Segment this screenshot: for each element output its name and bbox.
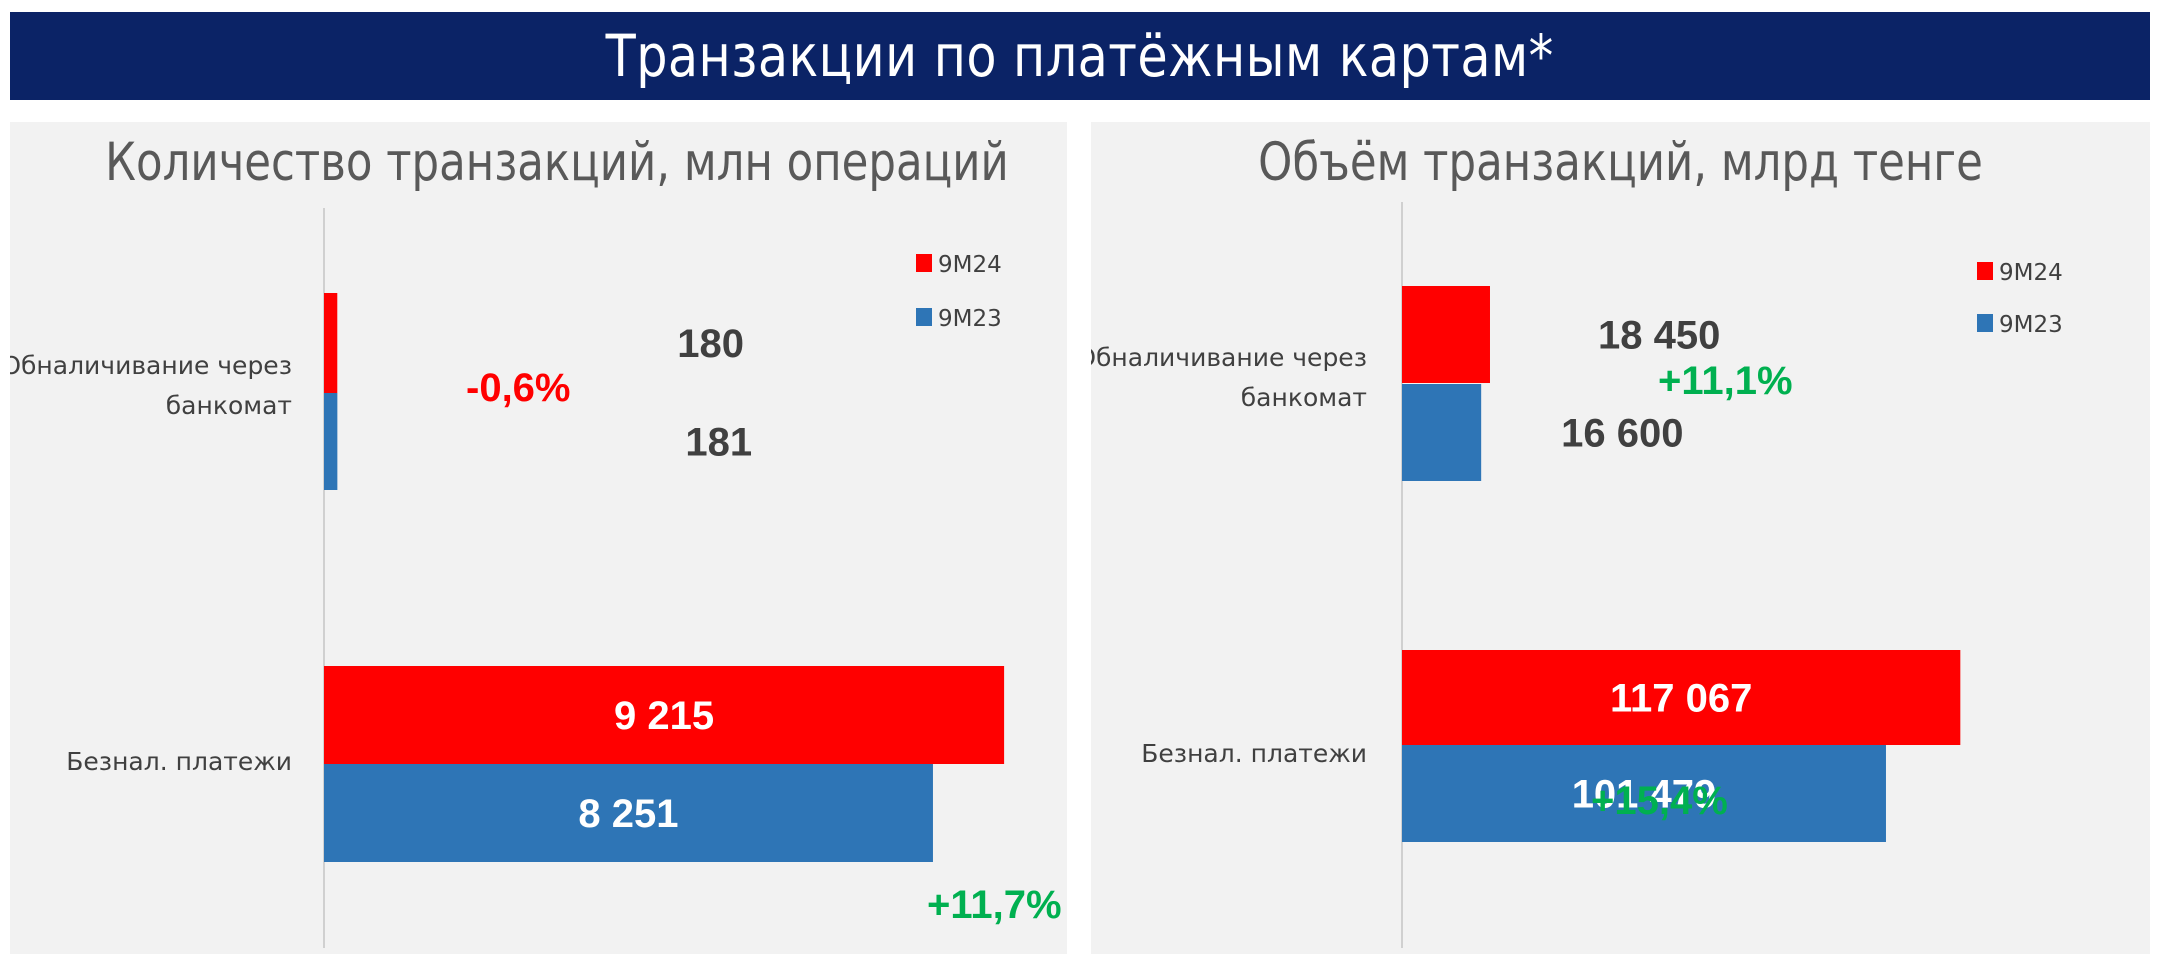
bar-9m24 <box>324 666 1005 764</box>
bar-9m23 <box>324 393 338 490</box>
data-label: 18 450 <box>1598 314 1720 358</box>
legend-label-9m24: 9M24 <box>938 252 1002 278</box>
change-percent: +11,7% <box>927 883 1062 927</box>
header-banner: Транзакции по платёжным картам* <box>10 12 2150 100</box>
data-label: 16 600 <box>1561 412 1683 456</box>
data-label: 9 215 <box>614 694 714 738</box>
data-label: 101 479 <box>1572 773 1717 817</box>
chart-panel-volume: Объём транзакций, млрд тенге 9M24 9M23 Обн… <box>1091 122 2150 954</box>
bar-9m24 <box>324 293 338 393</box>
legend-label-9m23: 9M23 <box>1999 312 2063 338</box>
data-label: 181 <box>685 421 752 465</box>
chart-panel-count: Количество транзакций, млн операций 9M24… <box>10 122 1067 954</box>
legend-swatch-9m23 <box>916 308 932 326</box>
chart-title: Объём транзакций, млрд тенге <box>1258 132 1983 193</box>
data-label: 180 <box>677 322 744 366</box>
legend-label-9m23: 9M23 <box>938 306 1002 332</box>
chart-volume-svg: 9M24 9M23 Обналичивание через банкомат Безна… <box>1091 202 2063 948</box>
bar-9m24 <box>1402 650 1961 745</box>
bar-9m23 <box>1402 384 1482 481</box>
data-label: 8 251 <box>578 792 678 836</box>
category-label: Обналичивание через <box>1091 343 1367 372</box>
change-percent: +15,4% <box>1591 779 1728 823</box>
change-percent: +11,1% <box>1658 359 1793 403</box>
change-percent: -0,6% <box>466 366 571 410</box>
category-label: банкомат <box>1241 383 1367 412</box>
legend-label-9m24: 9M24 <box>1999 260 2063 286</box>
bar-9m23 <box>1402 745 1886 842</box>
chart-count-svg: 9M24 9M23 Обналичивание через банкомат Безна… <box>10 208 1062 948</box>
category-label: Безнал. платежи <box>66 747 292 776</box>
data-label: 117 067 <box>1610 677 1752 721</box>
category-label: Безнал. платежи <box>1141 739 1367 768</box>
legend-swatch-9m24 <box>1977 262 1993 280</box>
page-title: Транзакции по платёжным картам* <box>605 22 1555 90</box>
legend-swatch-9m23 <box>1977 314 1993 332</box>
category-label: банкомат <box>166 391 292 420</box>
legend-swatch-9m24 <box>916 254 932 272</box>
category-label: Обналичивание через <box>10 351 292 380</box>
bar-9m23 <box>324 764 933 862</box>
bar-9m24 <box>1402 286 1490 383</box>
chart-title: Количество транзакций, млн операций <box>105 132 1009 193</box>
